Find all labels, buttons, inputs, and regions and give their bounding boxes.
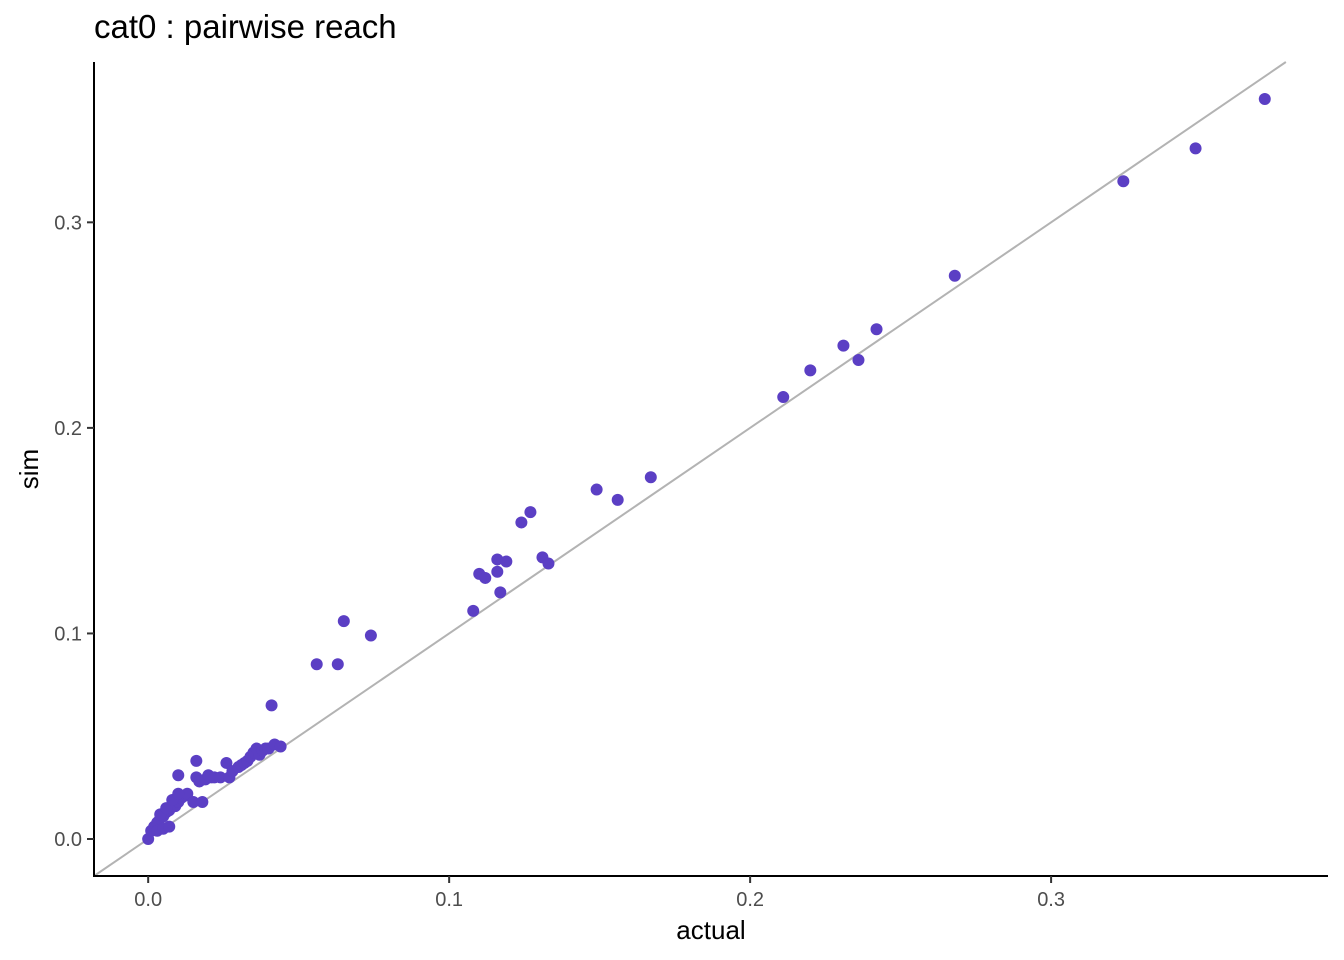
data-point <box>172 769 185 782</box>
data-point <box>220 756 233 769</box>
data-point <box>611 493 624 506</box>
data-point <box>196 796 209 808</box>
x-axis-label: actual <box>676 915 745 945</box>
data-point <box>870 323 883 336</box>
y-tick-label: 0.1 <box>54 623 82 645</box>
data-point <box>837 339 850 352</box>
y-axis-label: sim <box>14 449 44 489</box>
data-point <box>852 354 865 367</box>
data-point <box>777 391 790 404</box>
data-point <box>331 658 344 671</box>
chart-title: cat0 : pairwise reach <box>94 8 397 45</box>
data-point <box>524 506 537 519</box>
y-tick-label: 0.2 <box>54 418 82 440</box>
data-point <box>515 516 528 529</box>
data-point <box>310 658 323 671</box>
x-tick-label: 0.3 <box>1037 889 1065 911</box>
data-point <box>644 471 657 484</box>
data-point <box>1117 175 1130 188</box>
data-point <box>491 553 504 566</box>
data-point <box>364 629 377 642</box>
data-point <box>948 269 961 282</box>
data-point <box>181 787 194 800</box>
data-point <box>214 771 227 784</box>
data-point <box>491 565 504 578</box>
data-point <box>494 586 507 599</box>
data-point <box>804 364 817 377</box>
data-point <box>542 557 555 570</box>
y-tick-label: 0.3 <box>54 212 82 234</box>
plot-panel <box>93 61 1287 877</box>
data-point <box>160 802 173 815</box>
y-tick-label: 0.0 <box>54 829 82 851</box>
data-point <box>163 820 176 833</box>
data-point <box>1258 93 1271 105</box>
y-axis-ticks: 0.0 0.1 0.2 0.3 <box>54 212 94 851</box>
data-point <box>190 754 203 767</box>
data-point <box>479 571 492 584</box>
data-point <box>500 555 513 568</box>
x-tick-label: 0.0 <box>134 889 162 911</box>
data-point <box>1189 142 1202 155</box>
x-tick-label: 0.1 <box>435 889 463 911</box>
data-point <box>467 604 480 617</box>
data-point <box>590 483 603 496</box>
data-point <box>274 740 287 753</box>
x-tick-label: 0.2 <box>736 889 764 911</box>
data-point <box>172 787 185 800</box>
reference-line <box>93 61 1287 877</box>
data-point <box>187 796 200 808</box>
data-points <box>142 93 1271 845</box>
data-point <box>265 699 278 712</box>
data-point <box>337 615 350 628</box>
x-axis-ticks: 0.0 0.1 0.2 0.3 <box>134 876 1065 911</box>
